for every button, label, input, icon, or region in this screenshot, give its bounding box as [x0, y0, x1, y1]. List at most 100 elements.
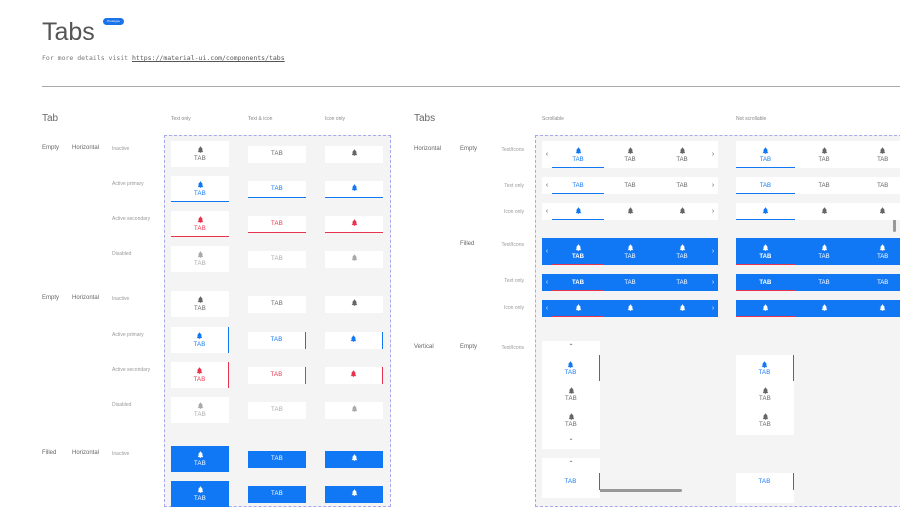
horizontal-scrollbar[interactable]	[580, 489, 682, 492]
tab[interactable]: TAB	[542, 407, 600, 433]
tab-label: TAB	[624, 253, 636, 260]
tab-indicator	[736, 219, 795, 220]
tab[interactable]	[736, 203, 795, 220]
tab-text-icon[interactable]: TAB	[171, 362, 229, 388]
tab-text-only[interactable]: TAB	[248, 450, 306, 468]
tab[interactable]: TAB	[656, 238, 708, 265]
tab[interactable]: TAB	[853, 177, 900, 194]
chevron-left-icon[interactable]: ‹	[545, 182, 549, 189]
tab-label: TAB	[270, 301, 284, 307]
chevron-right-icon[interactable]: ›	[711, 279, 715, 286]
tab[interactable]	[795, 203, 854, 220]
tab-icon-only[interactable]	[325, 331, 383, 349]
vertical-scrollbar[interactable]	[893, 208, 896, 232]
tab[interactable]: TAB	[795, 177, 854, 194]
tab-text-icon[interactable]: TAB	[171, 291, 229, 317]
tab-text-icon[interactable]: TAB	[171, 397, 229, 423]
tab[interactable]: TAB	[552, 274, 604, 291]
tab[interactable]	[656, 300, 708, 317]
tab-text-only[interactable]: TAB	[248, 145, 306, 163]
tab-icon-only[interactable]	[325, 180, 383, 198]
tab-text-only[interactable]: TAB	[248, 295, 306, 313]
tab[interactable]: TAB	[604, 141, 656, 168]
tab[interactable]	[604, 300, 656, 317]
tab[interactable]	[552, 203, 604, 220]
tab[interactable]: TAB	[853, 238, 900, 265]
tab-text-only[interactable]: TAB	[248, 250, 306, 268]
tab-text-icon[interactable]: TAB	[171, 211, 229, 237]
row-state-label: Disabled	[112, 251, 132, 257]
chevron-left-icon[interactable]: ‹	[545, 151, 549, 158]
tab-text-icon[interactable]: TAB	[171, 327, 229, 353]
tab-text-icon[interactable]: TAB	[171, 481, 229, 507]
tab-icon-only[interactable]	[325, 366, 383, 384]
tab[interactable]: TAB	[656, 141, 708, 168]
tab[interactable]: TAB	[795, 238, 854, 265]
tab[interactable]: TAB	[542, 355, 600, 381]
tab[interactable]: TAB	[736, 274, 795, 291]
tab-text-only[interactable]: TAB	[248, 180, 306, 198]
tab[interactable]	[853, 300, 900, 317]
chevron-up-icon[interactable]: ⌃	[568, 344, 574, 350]
tab[interactable]	[604, 203, 656, 220]
tab[interactable]: TAB	[736, 355, 794, 381]
chevron-right-icon[interactable]: ›	[711, 182, 715, 189]
tab-label: TAB	[270, 372, 283, 378]
tab-text-only[interactable]: TAB	[248, 366, 306, 384]
details-link[interactable]: https://material-ui.com/components/tabs	[132, 54, 285, 62]
tab-icon-only[interactable]	[325, 295, 383, 313]
tab[interactable]: TAB	[656, 177, 708, 194]
tab-text-icon[interactable]: TAB	[171, 176, 229, 202]
tab[interactable]: TAB	[542, 381, 600, 407]
tab-icon-only[interactable]	[325, 401, 383, 419]
tab-icon-only[interactable]	[325, 145, 383, 163]
chevron-right-icon[interactable]: ›	[711, 305, 715, 312]
tab[interactable]: TAB	[736, 141, 795, 168]
tab[interactable]: TAB	[853, 274, 900, 291]
tab[interactable]: TAB	[604, 274, 656, 291]
tab-text-icon[interactable]: TAB	[171, 446, 229, 472]
tab[interactable]: TAB	[736, 407, 794, 433]
tab-label: TAB	[877, 156, 889, 163]
tab[interactable]: TAB	[853, 141, 900, 168]
chevron-right-icon[interactable]: ›	[711, 208, 715, 215]
tab[interactable]: TAB	[542, 473, 600, 490]
tab[interactable]	[552, 300, 604, 317]
chevron-down-icon[interactable]: ⌄	[568, 436, 574, 442]
tab-text-only[interactable]: TAB	[248, 485, 306, 503]
tab[interactable]: TAB	[656, 274, 708, 291]
tab[interactable]: TAB	[795, 141, 854, 168]
chevron-left-icon[interactable]: ‹	[545, 279, 549, 286]
tab[interactable]: TAB	[552, 177, 604, 194]
tab-icon-only[interactable]	[325, 250, 383, 268]
tab-icon-only[interactable]	[325, 450, 383, 468]
tab[interactable]: TAB	[604, 177, 656, 194]
tab-text-only[interactable]: TAB	[248, 331, 306, 349]
tab[interactable]: TAB	[736, 473, 794, 490]
tab[interactable]: TAB	[736, 177, 795, 194]
tab-text-icon[interactable]: TAB	[171, 246, 229, 272]
chevron-right-icon[interactable]: ›	[711, 151, 715, 158]
chevron-up-icon[interactable]: ⌃	[568, 461, 574, 467]
tab[interactable]	[736, 300, 795, 317]
tab[interactable]: TAB	[604, 238, 656, 265]
chevron-right-icon[interactable]: ›	[711, 248, 715, 255]
tab-text-icon[interactable]: TAB	[171, 141, 229, 167]
chevron-left-icon[interactable]: ‹	[545, 305, 549, 312]
tab[interactable]: TAB	[795, 274, 854, 291]
tab-icon-only[interactable]	[325, 485, 383, 503]
tab-label: TAB	[624, 279, 636, 286]
chevron-left-icon[interactable]: ‹	[545, 248, 549, 255]
tab-label: TAB	[676, 253, 688, 260]
tab[interactable]: TAB	[736, 381, 794, 407]
chevron-left-icon[interactable]: ‹	[545, 208, 549, 215]
tab[interactable]: TAB	[552, 238, 604, 265]
tab[interactable]	[795, 300, 854, 317]
tab-text-only[interactable]: TAB	[248, 215, 306, 233]
tab[interactable]: TAB	[736, 238, 795, 265]
tab[interactable]	[656, 203, 708, 220]
tab[interactable]	[853, 203, 900, 220]
tab-text-only[interactable]: TAB	[248, 401, 306, 419]
tab-icon-only[interactable]	[325, 215, 383, 233]
tab[interactable]: TAB	[552, 141, 604, 168]
